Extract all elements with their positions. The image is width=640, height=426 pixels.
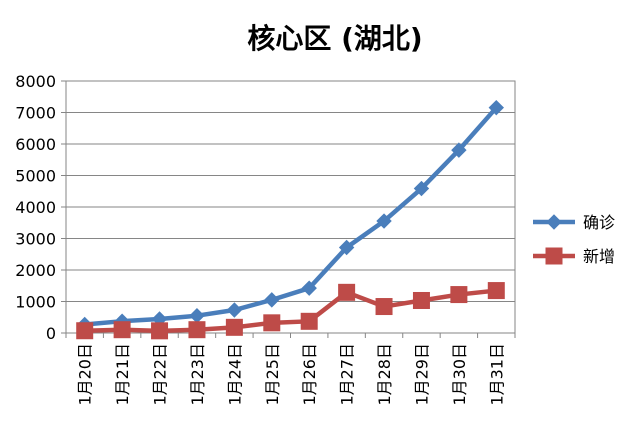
series-line (84, 288, 497, 334)
data-point (264, 292, 280, 308)
x-tick-label: 1月25日 (263, 343, 282, 406)
axis-layer: 0 1000 2000 3000 4000 5000 6000 7000 8000 1月20日 1月… (15, 72, 516, 406)
series-line (84, 106, 498, 327)
data-point (263, 314, 281, 332)
data-point (375, 298, 393, 316)
series-1 (76, 282, 505, 340)
y-tick-label: 7000 (15, 104, 56, 123)
data-point (487, 282, 505, 300)
legend-label: 确诊 (583, 213, 615, 232)
y-tick-label: 2000 (15, 261, 56, 280)
y-tick-label: 0 (46, 324, 56, 343)
legend-label: 新增 (583, 247, 615, 266)
y-tick-label: 5000 (15, 167, 56, 186)
data-point (151, 322, 169, 340)
x-tick-label: 1月23日 (188, 343, 207, 406)
data-point (225, 318, 243, 336)
y-tick-label: 1000 (15, 293, 56, 312)
x-tick-label: 1月26日 (300, 343, 319, 406)
data-point (451, 142, 467, 158)
data-point (76, 322, 94, 340)
chart-title: 核心区 (湖北) (247, 22, 422, 55)
y-tick-label: 6000 (15, 135, 56, 154)
data-point (488, 99, 504, 116)
data-point (300, 312, 318, 330)
data-point (113, 321, 131, 339)
data-point (413, 180, 430, 197)
data-point (338, 283, 356, 301)
x-tick-label: 1月22日 (151, 343, 170, 406)
data-point (338, 239, 355, 256)
data-point (301, 280, 317, 296)
x-tick-label: 1月20日 (76, 343, 95, 406)
x-tick-label: 1月28日 (375, 343, 394, 406)
data-point (226, 302, 243, 318)
x-tick-label: 1月24日 (225, 343, 244, 406)
x-tick-label: 1月27日 (338, 343, 357, 406)
x-tick-label: 1月21日 (113, 343, 132, 406)
legend-marker (546, 214, 562, 230)
data-point (188, 321, 206, 339)
x-tick-label: 1月29日 (412, 343, 431, 406)
x-tick-label: 1月31日 (487, 343, 506, 406)
y-tick-label: 3000 (15, 230, 56, 249)
y-tick-label: 4000 (15, 198, 56, 217)
data-point (412, 291, 430, 309)
data-point (189, 307, 205, 324)
data-point (450, 286, 468, 304)
x-tick-label: 1月30日 (450, 343, 469, 406)
legend-marker (545, 247, 563, 265)
y-tick-label: 8000 (15, 72, 56, 91)
data-point (376, 213, 392, 229)
series-layer (76, 99, 505, 340)
